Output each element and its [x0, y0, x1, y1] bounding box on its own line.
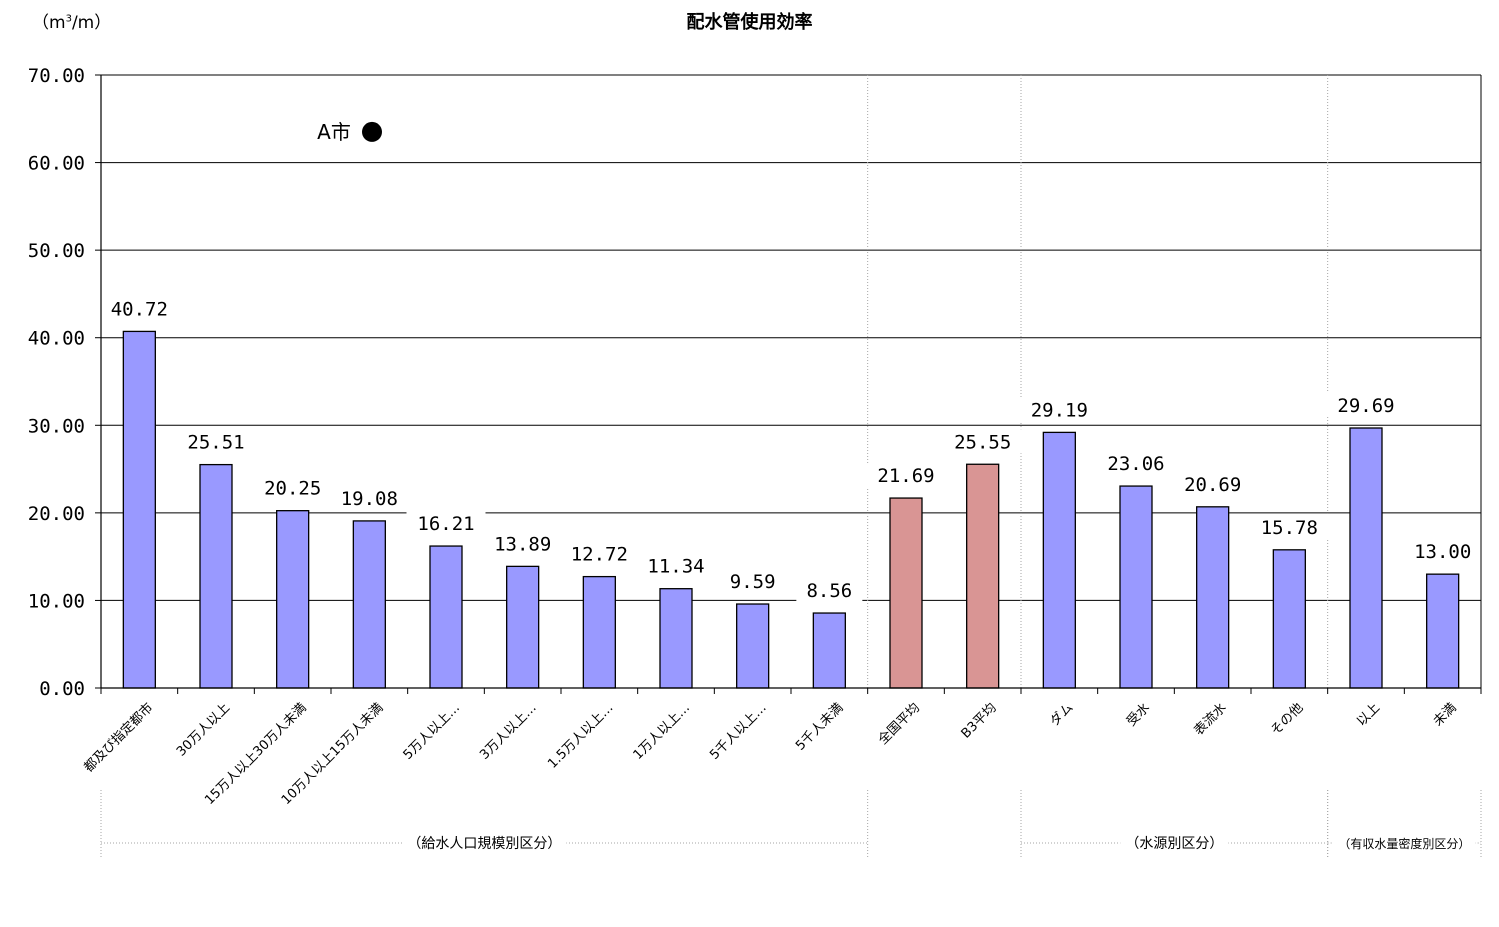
bar [1272, 549, 1306, 689]
marker-label: A市 [317, 120, 351, 144]
bar [199, 463, 233, 689]
x-tick-label: 以上 [1354, 700, 1383, 729]
data-label-bg [1403, 539, 1483, 564]
data-label: 13.00 [1414, 541, 1471, 563]
bar [506, 565, 540, 689]
data-label: 23.06 [1107, 453, 1164, 475]
data-label: 29.69 [1337, 395, 1394, 417]
x-tick-label: 全国平均 [875, 700, 923, 748]
group-label-bg [1120, 833, 1229, 853]
group-label-bg [402, 833, 567, 853]
data-label: 21.69 [877, 465, 934, 487]
bar [276, 510, 310, 689]
data-label: 29.19 [1031, 399, 1088, 421]
group-label: （有収水量密度別区分） [1338, 836, 1470, 851]
bar [1119, 485, 1153, 689]
data-label: 15.78 [1261, 517, 1318, 539]
data-label-bg [636, 553, 716, 578]
chart-title: 配水管使用効率 [686, 12, 813, 33]
data-label-bg [943, 429, 1023, 454]
data-label-bg [559, 541, 639, 566]
x-tick-label: 1.5万人以上… [545, 700, 616, 771]
y-tick-label: 50.00 [28, 240, 85, 262]
data-label-bg [1096, 451, 1176, 476]
bar [812, 612, 846, 689]
bar [122, 330, 156, 689]
group-label-bg [1333, 833, 1476, 853]
data-label: 8.56 [806, 580, 852, 602]
y-tick-label: 0.00 [39, 678, 85, 700]
bar [352, 520, 386, 689]
data-label-bg [796, 578, 863, 603]
data-label-bg [483, 531, 563, 556]
x-tick-label: 30万人以上 [174, 700, 233, 759]
data-label: 20.25 [264, 478, 321, 500]
data-label-bg [99, 296, 179, 321]
data-label-bg [1173, 471, 1253, 496]
y-tick-label: 40.00 [28, 328, 85, 350]
bar [582, 575, 616, 689]
y-tick-label: 30.00 [28, 415, 85, 437]
x-tick-label: 表流水 [1192, 700, 1230, 738]
data-label: 9.59 [730, 571, 776, 593]
data-label-bg [1019, 397, 1099, 422]
x-tick-label: 5千人以上… [707, 700, 769, 762]
x-tick-label: 1万人以上… [631, 700, 693, 762]
bar [736, 603, 770, 689]
unit-label-after: /m） [71, 13, 112, 33]
y-tick-label: 60.00 [28, 153, 85, 175]
data-label-bg [406, 511, 486, 536]
data-label: 25.51 [187, 432, 244, 454]
data-label: 12.72 [571, 544, 628, 566]
plot-area [101, 75, 1481, 688]
x-tick-label: 未満 [1431, 700, 1460, 729]
y-tick-label: 70.00 [28, 65, 85, 87]
x-tick-label: 5千人未満 [793, 700, 846, 753]
data-label-bg [866, 463, 946, 488]
y-unit-label: （m3/m） [32, 8, 111, 33]
data-label-bg [253, 475, 333, 500]
bar [429, 545, 463, 689]
unit-label-sup: 3 [65, 13, 72, 25]
data-label-bg [719, 569, 786, 594]
x-tick-label: B3平均 [959, 700, 1000, 741]
data-label: 25.55 [954, 431, 1011, 453]
marker-dot [362, 121, 382, 142]
data-label-bg [1326, 393, 1406, 418]
data-label-bg [329, 485, 409, 510]
y-tick-label: 10.00 [28, 590, 85, 612]
bar [659, 588, 693, 689]
data-label: 16.21 [417, 513, 474, 535]
data-label: 19.08 [341, 488, 398, 510]
data-label: 13.89 [494, 533, 551, 555]
bar [1349, 427, 1383, 689]
bar [1426, 573, 1460, 689]
y-tick-label: 20.00 [28, 503, 85, 525]
group-label: （水源別区分） [1125, 836, 1223, 852]
x-tick-label: 受水 [1124, 700, 1153, 729]
data-label-bg [1249, 514, 1329, 539]
bar [966, 463, 1000, 689]
bar [1042, 431, 1076, 689]
data-label: 20.69 [1184, 474, 1241, 496]
unit-label-before: （m [32, 13, 66, 33]
x-tick-label: 5万人以上… [401, 700, 463, 762]
x-tick-label: ダム [1047, 700, 1076, 729]
x-tick-label: 3万人以上… [477, 700, 539, 762]
x-tick-label: 都及び指定都市 [81, 700, 157, 776]
data-label: 11.34 [647, 556, 704, 578]
data-label: 40.72 [111, 298, 168, 320]
group-label: （給水人口規模別区分） [407, 836, 561, 852]
data-label-bg [176, 429, 256, 454]
bar [1196, 506, 1230, 689]
bar [889, 497, 923, 689]
x-tick-label: その他 [1268, 700, 1306, 738]
